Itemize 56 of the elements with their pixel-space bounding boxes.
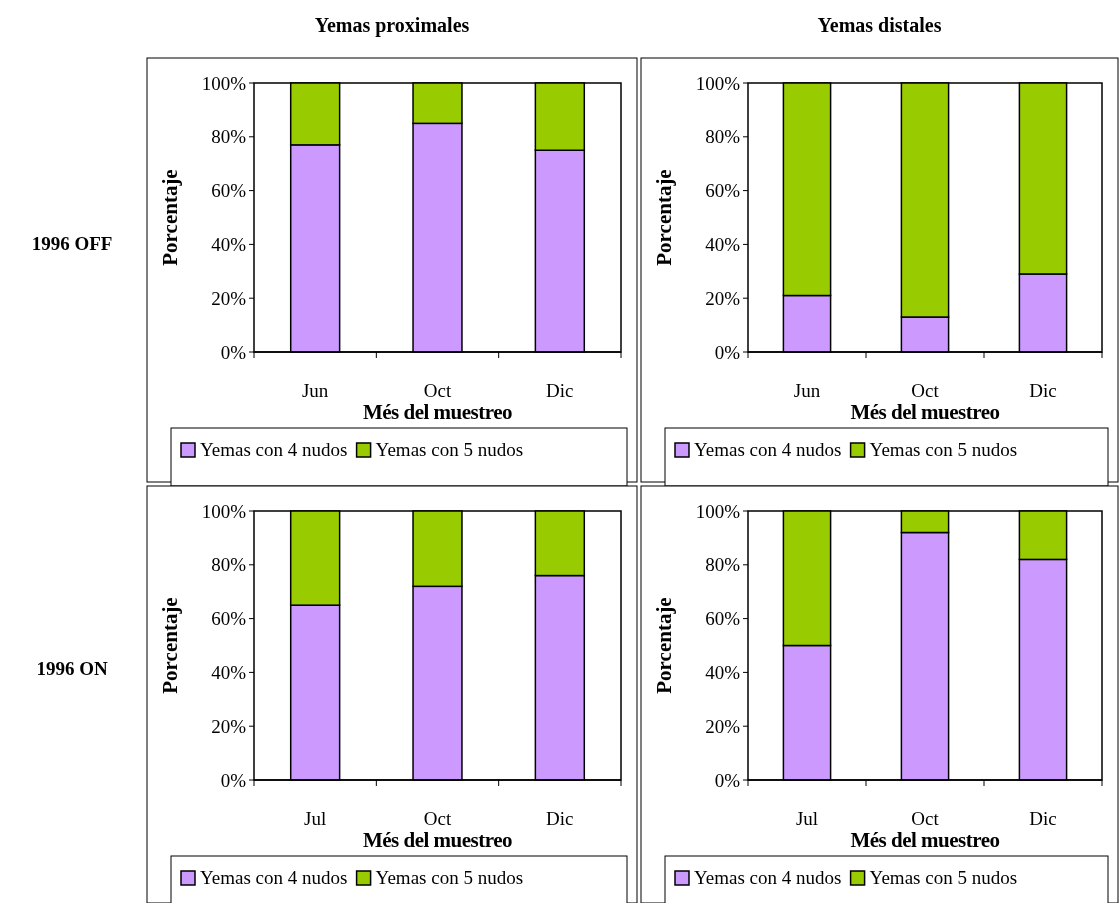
legend-label: Yemas con 4 nudos [694, 867, 842, 888]
legend-label: Yemas con 4 nudos [200, 439, 348, 460]
legend-label: Yemas con 4 nudos [694, 439, 842, 460]
legend-label: Yemas con 5 nudos [375, 439, 524, 460]
y-tick-label: 0% [714, 341, 741, 363]
y-tick-label: 40% [211, 234, 247, 256]
y-tick-label: 100% [201, 500, 247, 522]
legend-label: Yemas con 5 nudos [869, 867, 1018, 888]
y-tick-label: 20% [705, 715, 741, 737]
y-axis-title: Porcentaje [158, 169, 182, 266]
x-tick-label: Oct [911, 808, 940, 829]
y-tick-label: 80% [211, 554, 247, 576]
legend-label: Yemas con 5 nudos [375, 867, 524, 888]
x-tick-label: Oct [423, 380, 452, 401]
text: 1996 ON [36, 657, 108, 679]
y-tick-label: 80% [705, 554, 741, 576]
y-tick-label: 20% [211, 287, 247, 309]
text: 1996 OFF [31, 233, 113, 254]
y-axis-title: Porcentaje [158, 597, 182, 694]
legend-label: Yemas con 5 nudos [869, 439, 1018, 460]
y-tick-label: 40% [211, 662, 247, 684]
y-tick-label: 100% [695, 500, 741, 522]
x-tick-label: Jul [795, 808, 819, 829]
x-tick-label: Jun [793, 380, 821, 401]
x-tick-label: Oct [911, 380, 940, 401]
y-tick-label: 0% [220, 341, 247, 363]
y-tick-label: 100% [201, 72, 247, 94]
y-tick-label: 20% [705, 287, 741, 309]
x-axis-title: Més del muestreo [850, 828, 1000, 852]
x-tick-label: Dic [1029, 380, 1057, 401]
chart-title: Yemas proximales [314, 14, 470, 37]
y-tick-label: 80% [211, 126, 247, 148]
y-tick-label: 60% [705, 608, 741, 630]
x-tick-label: Dic [546, 380, 574, 401]
x-tick-label: Dic [546, 808, 574, 829]
chart-title: Yemas distales [817, 14, 942, 36]
x-axis-title: Més del muestreo [850, 400, 1000, 424]
y-axis-title: Porcentaje [652, 169, 676, 266]
y-tick-label: 100% [695, 72, 741, 94]
y-axis-title: Porcentaje [652, 597, 676, 694]
y-tick-label: 20% [211, 715, 247, 737]
x-axis-title: Més del muestreo [362, 400, 513, 424]
y-tick-label: 80% [705, 126, 741, 148]
y-tick-label: 40% [705, 234, 741, 256]
y-tick-label: 0% [220, 769, 247, 791]
x-tick-label: Oct [423, 808, 452, 829]
y-tick-label: 40% [705, 662, 741, 684]
x-tick-label: Jul [304, 808, 327, 829]
y-tick-label: 60% [705, 180, 741, 202]
x-tick-label: Dic [1029, 808, 1057, 829]
y-tick-label: 60% [211, 180, 247, 202]
x-axis-title: Més del muestreo [362, 828, 513, 852]
y-tick-label: 0% [714, 769, 741, 791]
legend-label: Yemas con 4 nudos [200, 867, 348, 888]
x-tick-label: Jun [301, 380, 329, 401]
y-tick-label: 60% [211, 608, 247, 630]
